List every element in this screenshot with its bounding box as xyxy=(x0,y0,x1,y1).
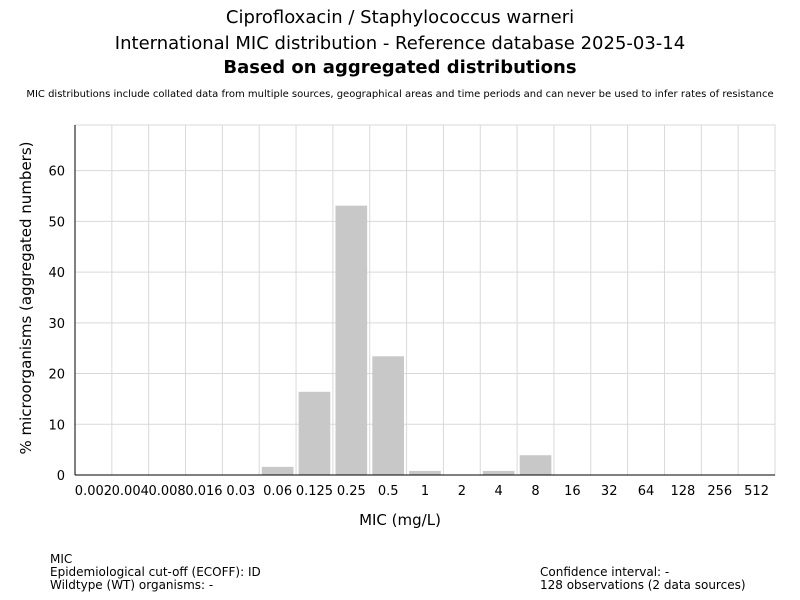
bar-8 xyxy=(519,455,552,475)
y-axis-label: % microorganisms (aggregated numbers) xyxy=(17,141,35,454)
x-tick-label: 2 xyxy=(458,484,466,499)
bar-0.125 xyxy=(298,391,331,475)
x-axis-label: MIC (mg/L) xyxy=(359,511,441,529)
y-tick-label: 30 xyxy=(48,317,65,332)
y-tick-label: 60 xyxy=(48,165,65,180)
x-tick-label: 32 xyxy=(601,484,618,499)
x-tick-label: 0.016 xyxy=(185,484,222,499)
chart-subtitle-bold: Based on aggregated distributions xyxy=(223,57,577,78)
x-tick-label: 0.125 xyxy=(296,484,333,499)
bar-layer xyxy=(261,205,552,476)
x-tick-label: 8 xyxy=(531,484,539,499)
axis-layer: 0 10 20 30 40 50 60 0.002 0.004 0.008 0.016 0.03 0.0… xyxy=(48,125,775,499)
footer-ecoff: Epidemiological cut-off (ECOFF): ID xyxy=(50,565,261,579)
footer-left: MIC Epidemiological cut-off (ECOFF): ID … xyxy=(50,553,261,592)
x-tick-label: 0.03 xyxy=(226,484,255,499)
x-tick-label: 64 xyxy=(638,484,655,499)
grid-layer xyxy=(74,124,776,476)
footer-wildtype: Wildtype (WT) organisms: - xyxy=(50,578,214,592)
x-tick-label: 0.004 xyxy=(112,484,149,499)
y-tick-label: 20 xyxy=(48,368,65,383)
footer-mic-label: MIC xyxy=(50,552,73,566)
x-tick-label: 256 xyxy=(707,484,732,499)
x-tick-label: 16 xyxy=(564,484,581,499)
footer-confidence-interval: Confidence interval: - xyxy=(540,565,670,579)
y-tick-label: 50 xyxy=(48,215,65,230)
disclaimer-text: MIC distributions include collated data … xyxy=(26,89,774,100)
x-tick-label: 0.5 xyxy=(378,484,399,499)
y-tick-label: 0 xyxy=(57,469,65,484)
x-tick-label: 512 xyxy=(744,484,769,499)
footer-right: Confidence interval: - 128 observations … xyxy=(540,566,746,592)
x-tick-label: 0.25 xyxy=(337,484,366,499)
mic-distribution-chart: 0 10 20 30 40 50 60 0.002 0.004 0.008 0.016 0.03 0.0… xyxy=(17,124,776,529)
x-tick-label: 4 xyxy=(495,484,503,499)
bar-1 xyxy=(409,470,441,475)
x-tick-label: 0.008 xyxy=(148,484,185,499)
bar-0.5 xyxy=(372,356,404,475)
bar-0.25 xyxy=(335,205,368,476)
x-tick-label: 1 xyxy=(421,484,429,499)
chart-title: Ciprofloxacin / Staphylococcus warneri xyxy=(225,7,575,28)
x-tick-label: 128 xyxy=(670,484,695,499)
x-tick-label: 0.002 xyxy=(75,484,112,499)
x-tick-label: 0.06 xyxy=(263,484,292,499)
y-tick-label: 40 xyxy=(48,266,65,281)
y-tick-label: 10 xyxy=(48,418,65,433)
chart-subtitle: International MIC distribution - Referen… xyxy=(114,33,686,54)
bar-0.06 xyxy=(261,466,294,475)
bar-4 xyxy=(482,470,515,475)
plot-area xyxy=(74,124,776,476)
footer-observations: 128 observations (2 data sources) xyxy=(540,578,746,592)
